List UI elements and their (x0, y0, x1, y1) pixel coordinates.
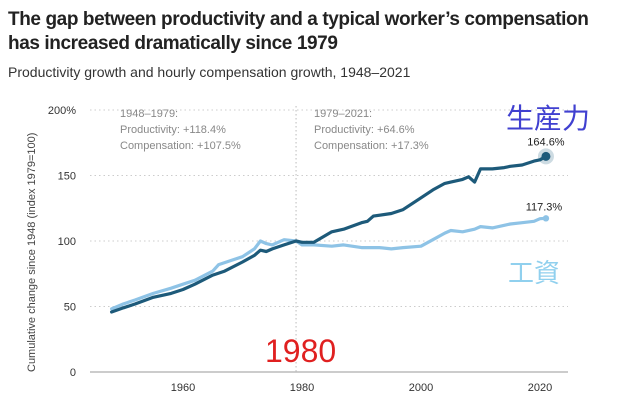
period2-productivity: Productivity: +64.6% (314, 124, 415, 136)
annotation-period1: 1948–1979: Productivity: +118.4% Compens… (120, 108, 241, 152)
period1-productivity: Productivity: +118.4% (120, 124, 226, 136)
series-line-productivity (109, 154, 548, 314)
period1-range: 1948–1979: (120, 108, 178, 120)
productivity-end-point (541, 151, 551, 161)
chart-title: The gap between productivity and a typic… (8, 9, 589, 54)
overlay-wage-label: 工資 (508, 258, 560, 288)
y-tick-label: 200% (48, 105, 76, 117)
y-tick-label: 50 (64, 302, 76, 314)
series-line-compensation (109, 216, 548, 311)
productivity-end-label: 164.6% (527, 136, 565, 148)
y-axis-label: Cumulative change since 1948 (index 1979… (26, 133, 38, 372)
period2-compensation: Compensation: +17.3% (314, 140, 429, 152)
y-tick-label: 0 (70, 367, 76, 379)
compensation-end-label: 117.3% (526, 201, 563, 213)
x-tick-label: 2020 (528, 382, 552, 394)
x-tick-label: 1960 (171, 382, 195, 394)
overlay-year-label: 1980 (265, 333, 336, 369)
overlay-productivity-label: 生産力 (506, 103, 590, 134)
period2-range: 1979–2021: (314, 108, 372, 120)
y-tick-label: 100 (58, 236, 76, 248)
x-tick-label: 1980 (290, 382, 314, 394)
x-tick-label: 2000 (409, 382, 433, 394)
y-tick-label: 150 (58, 171, 76, 183)
chart-header: The gap between productivity and a typic… (8, 8, 620, 81)
x-axis-ticks: 1960 1980 2000 2020 (171, 382, 552, 394)
y-axis-ticks: 0 50 100 150 200% (48, 105, 76, 379)
series-lines (109, 148, 554, 314)
compensation-end-point (542, 215, 550, 222)
period1-compensation: Compensation: +107.5% (120, 140, 241, 152)
gridlines (90, 106, 568, 373)
chart-subtitle: Productivity growth and hourly compensat… (8, 64, 411, 80)
annotation-period2: 1979–2021: Productivity: +64.6% Compensa… (314, 108, 429, 152)
